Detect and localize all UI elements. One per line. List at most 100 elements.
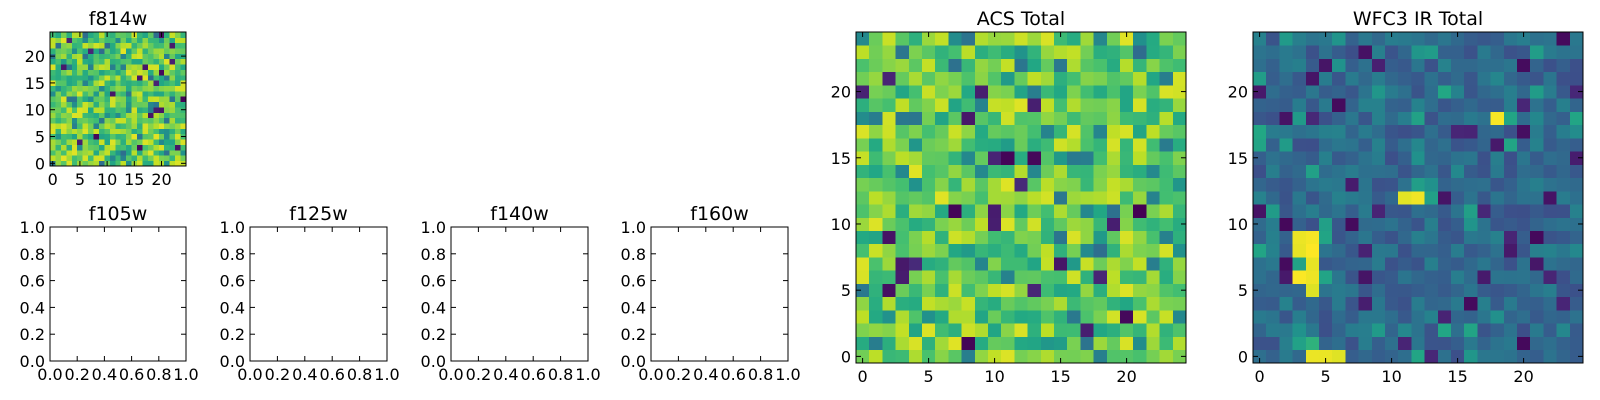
wfc3-ir-total-pixel [1253,257,1267,271]
f814w-pixel [55,64,62,70]
wfc3-ir-total-pixel [1358,204,1373,218]
acs-total-pixel [882,45,896,59]
wfc3-ir-total-pixel [1490,98,1505,112]
acs-total-pixel [961,283,976,298]
wfc3-ir-total-pixel [1451,137,1465,152]
acs-total-pixel [1001,217,1015,231]
wfc3-ir-total-pixel [1451,336,1465,351]
acs-total-pixel [922,111,936,126]
acs-total-pixel [1067,98,1081,112]
acs-total-pixel [1001,137,1015,152]
acs-total-pixel [895,349,910,364]
acs-total-pixel [908,111,923,126]
acs-total-pixel [1093,58,1108,73]
f814w-pixel [169,32,176,38]
acs-total-pixel [974,190,989,205]
f814w-pixel [120,96,127,103]
f814w-pixel [109,64,116,70]
acs-total-pixel [1040,124,1055,139]
wfc3-ir-total-pixel [1345,32,1359,46]
f814w-pixel [71,96,78,103]
wfc3-ir-total-pixel [1477,124,1491,139]
acs-total-pixel [1146,58,1160,73]
acs-total-pixel [948,257,962,271]
wfc3-ir-total-pixel [1424,124,1439,139]
acs-total-pixel [1014,190,1028,205]
f814w-pixel [71,155,78,162]
f814w-ytick-label: 15 [25,74,45,93]
acs-total-pixel [1093,151,1108,165]
wfc3-ir-total-pixel [1411,137,1425,152]
f814w-pixel [164,85,171,92]
f814w-pixel [164,80,171,86]
f814w-pixel [93,37,100,44]
acs-total-pixel [908,243,923,258]
wfc3-ir-total-pixel [1451,32,1465,46]
wfc3-ir-total-pixel [1253,58,1267,73]
acs-total-pixel [922,177,936,192]
acs-total-pixel [869,257,883,271]
f814w-pixel [82,112,89,119]
acs-total-xtick-label: 10 [984,367,1004,386]
wfc3-ir-total-pixel [1332,124,1346,139]
f814w-pixel [93,133,100,140]
acs-total-pixel [1172,124,1187,139]
wfc3-ir-total-title: WFC3 IR Total [1353,8,1483,30]
f814w-pixel [120,64,127,70]
acs-total-pixel [1172,32,1187,46]
acs-total-pixel [961,98,976,112]
wfc3-ir-total-pixel [1358,323,1373,337]
acs-total-pixel [882,32,896,46]
acs-total-pixel [895,124,910,139]
f814w-pixel [55,144,62,151]
acs-total-pixel [1067,296,1081,311]
wfc3-ir-total-pixel [1424,349,1439,364]
acs-total-pixel [856,243,870,258]
wfc3-ir-total-pixel [1437,71,1452,86]
acs-total-pixel [1093,177,1108,192]
f814w-pixel [180,58,187,65]
wfc3-ir-total-pixel [1556,217,1571,231]
f814w-pixel [147,53,154,60]
acs-total-pixel [974,217,989,231]
f814w-pixel [164,144,171,151]
wfc3-ir-total-pixel [1490,137,1505,152]
f814w-pixel [131,128,138,135]
f814w-pixel [137,149,143,156]
f814w-pixel [88,107,94,113]
acs-total-pixel [869,323,883,337]
acs-total-pixel [1159,217,1174,231]
wfc3-ir-total-pixel [1332,58,1346,73]
f814w-pixel [82,58,89,65]
wfc3-ir-total-pixel [1464,296,1478,311]
f814w-pixel [55,53,62,60]
acs-total-pixel [869,243,883,258]
f814w-pixel [115,139,122,145]
wfc3-ir-total-pixel [1253,124,1267,139]
acs-total-pixel [1120,336,1134,351]
wfc3-ir-total-pixel [1371,204,1386,218]
f814w-pixel [71,58,78,65]
acs-total-pixel [1080,336,1094,351]
f814w-pixel [109,80,116,86]
wfc3-ir-total-pixel [1292,310,1307,324]
acs-total-pixel [1093,243,1108,258]
acs-total-pixel [1001,296,1015,311]
wfc3-ir-total-pixel [1398,336,1412,351]
f125w-ytick-label: 0.4 [220,298,245,317]
f814w-pixel [77,48,84,54]
f814w-pixel [180,42,187,49]
wfc3-ir-total-pixel [1371,296,1386,311]
f814w-pixel [142,160,149,167]
f814w-pixel [169,74,176,81]
wfc3-ir-total-pixel [1292,177,1307,192]
acs-total-pixel [1172,310,1187,324]
wfc3-ir-total-pixel [1490,296,1505,311]
f814w-pixel [71,133,78,140]
f814w-pixel [147,90,154,97]
acs-total-pixel [882,257,896,271]
acs-total-pixel [988,323,1002,337]
acs-total-pixel [1133,296,1147,311]
acs-total-pixel [1014,98,1028,112]
acs-total-pixel [1080,45,1094,59]
